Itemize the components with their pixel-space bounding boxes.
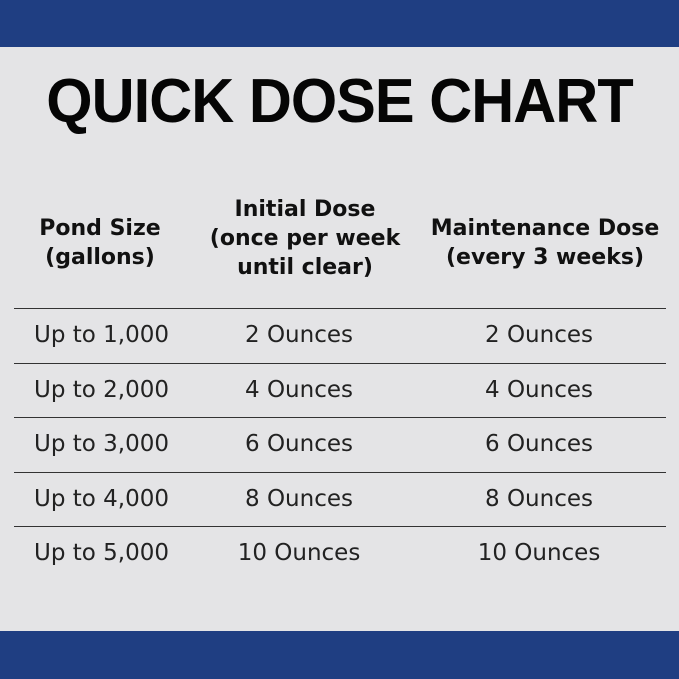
header-line: (once per week [209,226,401,251]
maintenance-dose-cell: 4 Ounces [485,376,593,403]
header-line: (gallons) [45,245,155,270]
top-band [0,0,679,47]
header-line: Maintenance Dose [430,216,660,241]
chart-title: QUICK DOSE CHART [46,67,633,136]
table-row: Up to 2,000 4 Ounces 4 Ounces [14,362,666,418]
header-line: Pond Size [39,216,161,241]
initial-dose-cell: 6 Ounces [245,431,353,457]
header-maintenance-dose: Maintenance Dose (every 3 weeks) [420,214,670,272]
pond-size-cell: Up to 5,000 [34,540,169,566]
table-row: Up to 1,000 2 Ounces 2 Ounces [14,308,666,363]
pond-size-cell: Up to 3,000 [34,431,169,457]
header-line: Initial Dose [234,197,376,222]
initial-dose-cell: 10 Ounces [237,540,361,566]
header-line: (every 3 weeks) [446,245,644,270]
initial-dose-cell: 2 Ounces [245,322,353,348]
table-row: Up to 4,000 8 Ounces 8 Ounces [14,471,666,527]
initial-dose-cell: 8 Ounces [245,485,353,512]
maintenance-dose-cell: 2 Ounces [485,322,593,348]
maintenance-dose-cell: 6 Ounces [485,431,593,457]
header-pond-size: Pond Size (gallons) [20,214,180,272]
initial-dose-cell: 4 Ounces [245,376,353,403]
bottom-band [0,631,679,679]
pond-size-cell: Up to 1,000 [34,322,169,348]
table-row: Up to 5,000 10 Ounces 10 Ounces [14,526,666,581]
header-initial-dose: Initial Dose (once per week until clear) [200,195,410,282]
maintenance-dose-cell: 10 Ounces [477,540,601,566]
maintenance-dose-cell: 8 Ounces [485,485,593,512]
pond-size-cell: Up to 4,000 [34,485,169,512]
table-row: Up to 3,000 6 Ounces 6 Ounces [14,417,666,472]
header-line: until clear) [237,255,373,280]
pond-size-cell: Up to 2,000 [34,376,169,403]
